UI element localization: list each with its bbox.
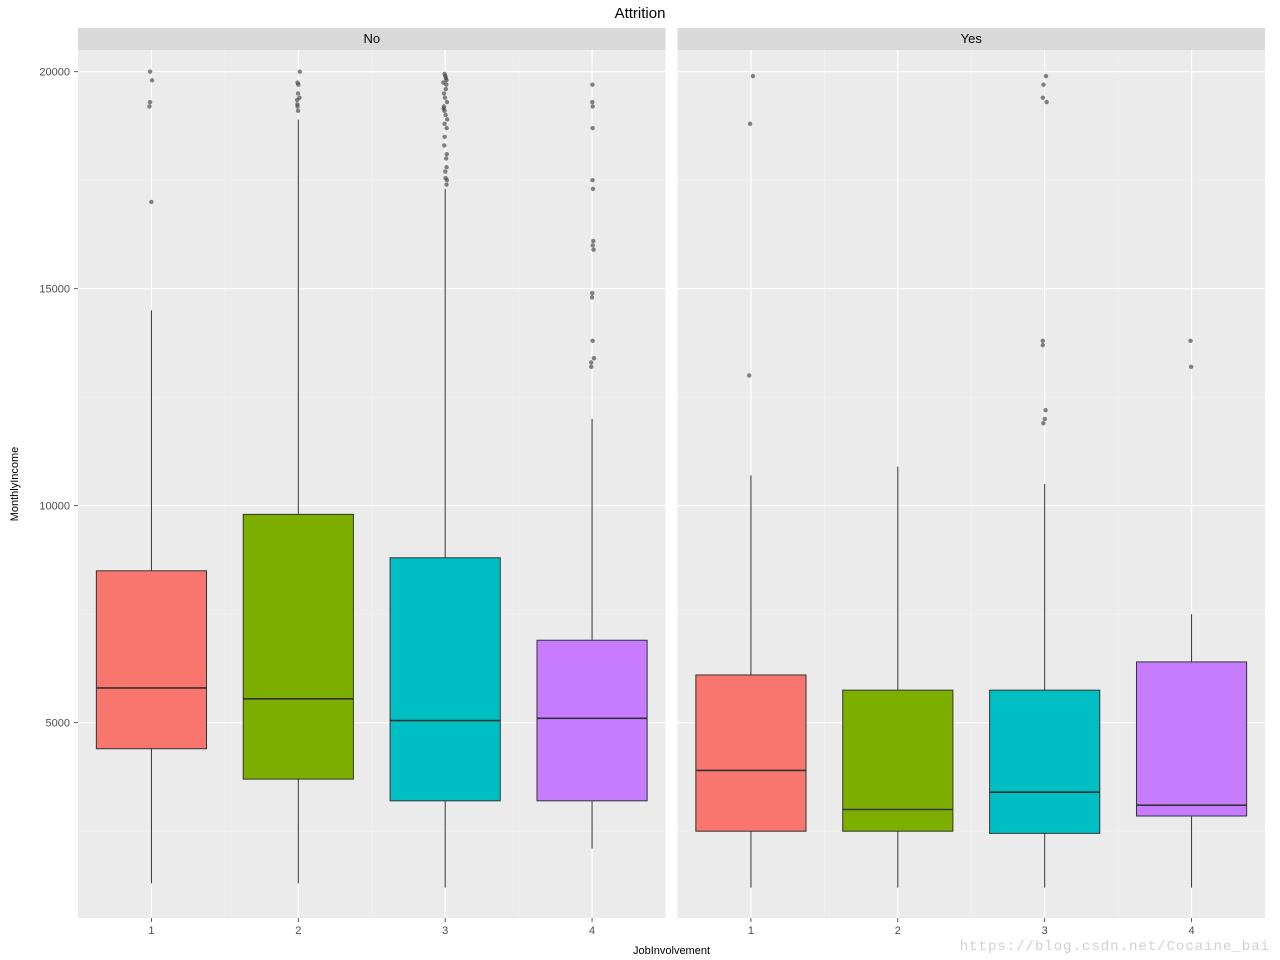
boxplot-chart: Attrition MonthlyIncome JobInvolvement No 1 2…	[0, 0, 1280, 960]
svg-text:MonthlyIncome: MonthlyIncome	[9, 447, 21, 522]
svg-text:1: 1	[748, 925, 754, 937]
svg-text:Attrition: Attrition	[615, 5, 666, 22]
chart-container: Attrition MonthlyIncome JobInvolvement No 1 2…	[0, 0, 1280, 960]
svg-text:2: 2	[895, 925, 901, 937]
svg-text:4: 4	[589, 925, 595, 937]
svg-text:20000: 20000	[39, 67, 70, 79]
svg-text:15000: 15000	[39, 284, 70, 296]
svg-text:3: 3	[442, 925, 448, 937]
svg-text:5000: 5000	[46, 718, 70, 730]
svg-text:2: 2	[295, 925, 301, 937]
svg-text:3: 3	[1042, 925, 1048, 937]
svg-text:10000: 10000	[39, 501, 70, 513]
watermark-text: https://blog.csdn.net/Cocaine_bai	[960, 939, 1270, 955]
svg-text:No: No	[363, 31, 380, 46]
svg-text:JobInvolvement: JobInvolvement	[633, 945, 710, 957]
svg-text:1: 1	[148, 925, 154, 937]
svg-text:Yes: Yes	[961, 31, 983, 46]
svg-text:4: 4	[1189, 925, 1195, 937]
